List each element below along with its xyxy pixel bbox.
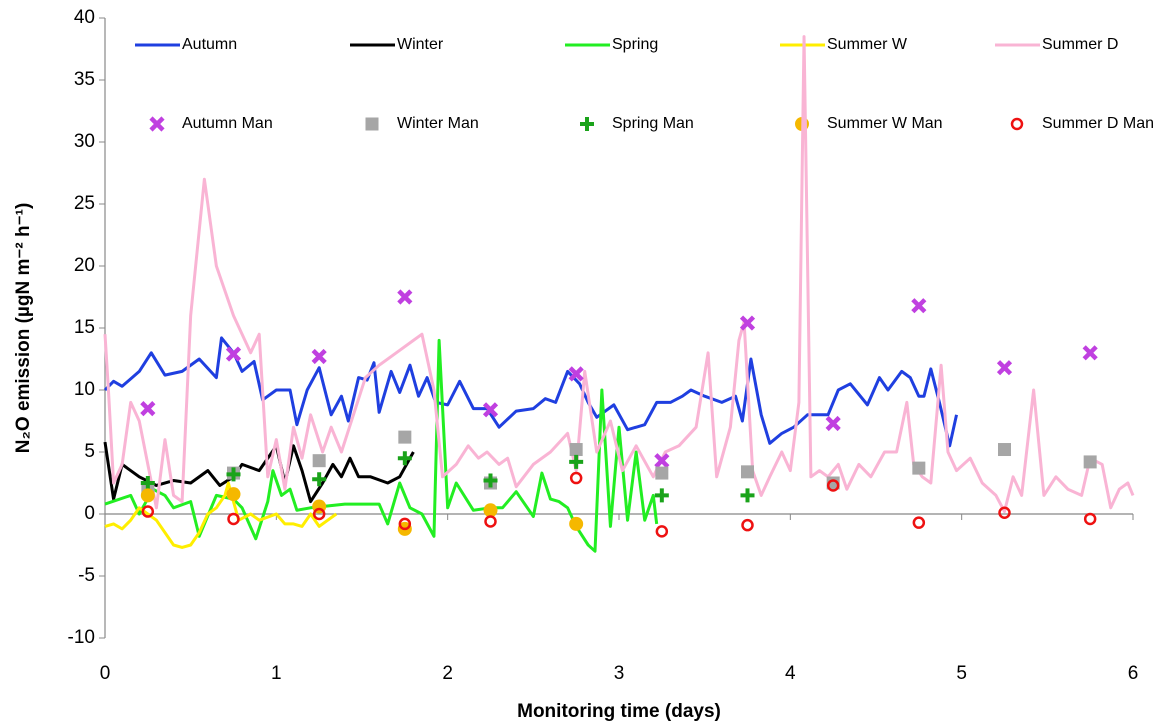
point <box>739 315 756 331</box>
point <box>569 454 584 469</box>
y-tick-label: 10 <box>74 379 95 400</box>
y-axis-label: N₂O emission (µgN m⁻² h⁻¹) <box>13 203 34 454</box>
x-axis-label: Monitoring time (days) <box>517 701 721 722</box>
point <box>826 479 840 492</box>
point <box>654 488 669 503</box>
point <box>483 503 498 518</box>
x-tick-label: 2 <box>442 663 453 684</box>
x-tick-label: 0 <box>100 663 111 684</box>
point <box>1082 345 1098 361</box>
series-line <box>104 338 659 553</box>
y-tick-label: -10 <box>68 627 95 648</box>
point <box>312 454 326 468</box>
legend-label: Autumn <box>182 36 237 53</box>
point <box>226 467 241 482</box>
legend-label: Autumn Man <box>182 115 273 132</box>
legend: Autumn Winter Spring Summer W Summer D Autumn… <box>135 36 1154 132</box>
point <box>140 488 155 503</box>
point <box>569 471 583 485</box>
legend-label: Summer W Man <box>827 115 943 132</box>
point <box>1083 512 1097 526</box>
legend-label: Summer D Man <box>1042 115 1154 132</box>
series-line <box>103 35 1135 514</box>
point <box>141 505 155 518</box>
point <box>655 525 669 538</box>
y-tick-label: -5 <box>78 565 95 586</box>
point <box>312 507 326 521</box>
point <box>482 402 499 418</box>
point <box>740 488 755 503</box>
legend-swatch <box>580 117 594 131</box>
point <box>741 518 754 532</box>
point <box>225 346 242 362</box>
y-tick-label: 0 <box>84 503 95 524</box>
point <box>912 461 926 475</box>
point <box>996 360 1013 376</box>
point <box>311 348 327 365</box>
x-tick-label: 5 <box>956 663 967 684</box>
legend-swatch <box>1010 117 1024 131</box>
y-tick-label: 15 <box>74 317 95 338</box>
legend-label: Spring Man <box>612 115 694 132</box>
legend-label: Spring <box>612 36 658 53</box>
point <box>998 443 1011 457</box>
point <box>825 415 841 432</box>
y-tick-label: 35 <box>74 69 95 90</box>
series-line <box>104 481 338 549</box>
point <box>140 401 156 417</box>
legend-label: Summer D <box>1042 36 1118 53</box>
series-line <box>103 336 958 448</box>
point <box>312 472 327 487</box>
x-tick-label: 6 <box>1128 663 1139 684</box>
point <box>741 465 754 479</box>
legend-swatch <box>149 116 165 132</box>
point <box>654 453 670 469</box>
x-tick-label: 1 <box>271 663 282 684</box>
legend-label: Winter Man <box>397 115 479 132</box>
point <box>998 506 1011 520</box>
point <box>397 451 412 466</box>
point <box>569 443 583 457</box>
legend-swatch <box>365 117 379 131</box>
point <box>912 516 926 529</box>
point <box>911 298 927 314</box>
point <box>397 289 413 305</box>
legend-label: Winter <box>397 36 444 53</box>
legend-label: Summer W <box>827 36 908 53</box>
point <box>826 476 840 490</box>
point <box>226 487 241 502</box>
point <box>568 366 584 382</box>
point <box>484 515 497 528</box>
x-tick-label: 3 <box>614 663 625 684</box>
point <box>227 512 240 526</box>
point <box>655 466 669 480</box>
point <box>140 476 155 490</box>
y-tick-label: 5 <box>84 441 95 462</box>
point <box>569 516 584 531</box>
point <box>1083 455 1097 469</box>
point <box>398 430 412 444</box>
point <box>398 517 412 531</box>
x-tick-label: 4 <box>785 663 796 684</box>
y-tick-label: 20 <box>74 255 95 276</box>
point <box>483 473 498 488</box>
y-tick-label: 25 <box>74 193 95 214</box>
y-tick-label: 30 <box>74 131 95 152</box>
y-tick-label: 40 <box>74 7 95 28</box>
